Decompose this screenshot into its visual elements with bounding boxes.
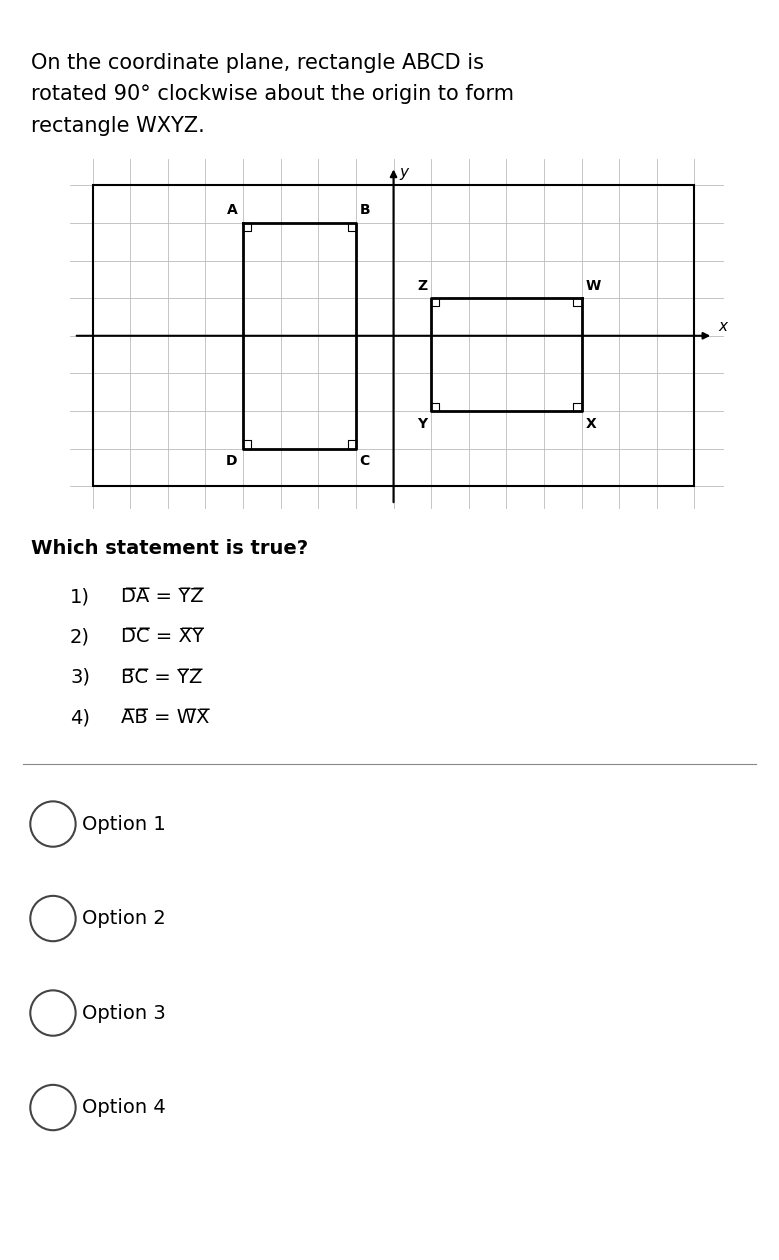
Text: 4): 4)	[70, 708, 90, 727]
Text: 3): 3)	[70, 668, 90, 687]
Text: Z: Z	[418, 278, 428, 292]
Text: Y: Y	[418, 417, 428, 431]
Text: x: x	[719, 319, 728, 334]
Text: 1): 1)	[70, 587, 90, 606]
Text: B̅C̅ = Y̅Z̅: B̅C̅ = Y̅Z̅	[121, 668, 202, 687]
Text: D̅C̅ = X̅Y̅: D̅C̅ = X̅Y̅	[121, 627, 203, 646]
Text: Option 3: Option 3	[82, 1003, 166, 1023]
Text: D: D	[226, 455, 238, 469]
Text: Option 1: Option 1	[82, 814, 166, 834]
Text: C: C	[360, 455, 370, 469]
Text: On the coordinate plane, rectangle ABCD is: On the coordinate plane, rectangle ABCD …	[31, 53, 485, 73]
Text: B: B	[360, 203, 370, 217]
Text: D̅A̅ = Y̅Z̅: D̅A̅ = Y̅Z̅	[121, 587, 203, 606]
Text: 2): 2)	[70, 627, 90, 646]
Text: Option 4: Option 4	[82, 1097, 166, 1118]
Text: A̅B̅ = W̅X̅: A̅B̅ = W̅X̅	[121, 708, 209, 727]
Text: rectangle WXYZ.: rectangle WXYZ.	[31, 116, 205, 136]
Text: Which statement is true?: Which statement is true?	[31, 539, 308, 558]
Bar	[93, 185, 694, 486]
Text: W: W	[585, 278, 601, 292]
Text: Option 2: Option 2	[82, 908, 166, 929]
Text: X: X	[585, 417, 596, 431]
Text: y: y	[399, 165, 408, 180]
Text: rotated 90° clockwise about the origin to form: rotated 90° clockwise about the origin t…	[31, 84, 514, 105]
Text: A: A	[227, 203, 238, 217]
